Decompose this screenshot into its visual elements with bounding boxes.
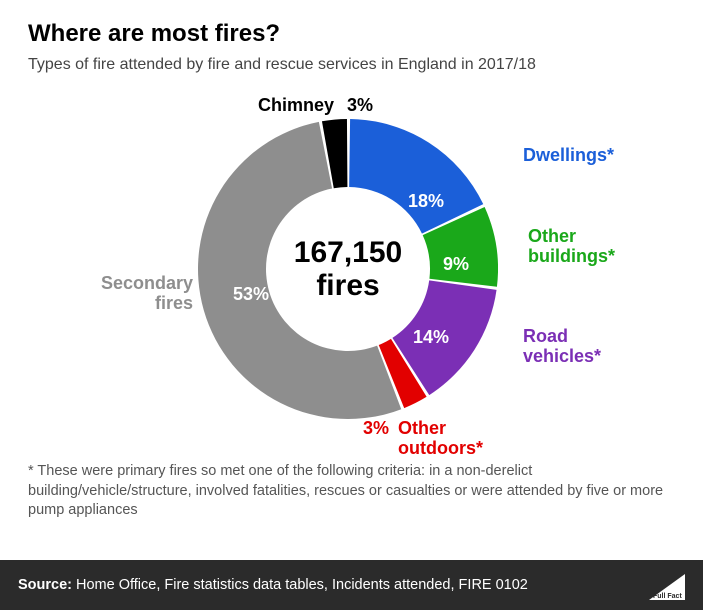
pct-other-buildings: 9% — [443, 254, 469, 275]
label-secondary: Secondaryfires — [93, 274, 193, 314]
label-other-buildings: Otherbuildings* — [528, 227, 615, 267]
source-bar: Source: Home Office, Fire statistics dat… — [0, 560, 703, 610]
label-other-outdoors: Otheroutdoors* — [398, 419, 483, 459]
pct-chimney: 3% — [347, 96, 373, 116]
chart-area: 167,150 fires Chimney 3% Dwellings* 18% … — [28, 84, 675, 454]
label-chimney: Chimney — [258, 96, 334, 116]
pct-road-vehicles: 14% — [413, 327, 449, 348]
subtitle: Types of fire attended by fire and rescu… — [28, 56, 675, 74]
source-prefix: Source: — [18, 577, 72, 593]
pct-dwellings: 18% — [408, 191, 444, 212]
source-text: Home Office, Fire statistics data tables… — [76, 577, 528, 593]
slice-dwellings — [349, 119, 483, 234]
logo-text: Full Fact — [653, 593, 682, 600]
pct-other-outdoors: 3% — [363, 419, 389, 439]
page-title: Where are most fires? — [28, 20, 675, 48]
label-dwellings: Dwellings* — [523, 146, 614, 166]
pct-secondary: 53% — [233, 284, 269, 305]
label-road-vehicles: Roadvehicles* — [523, 327, 601, 367]
footnote: * These were primary fires so met one of… — [28, 462, 675, 521]
fullfact-logo-icon: Full Fact — [645, 570, 689, 604]
